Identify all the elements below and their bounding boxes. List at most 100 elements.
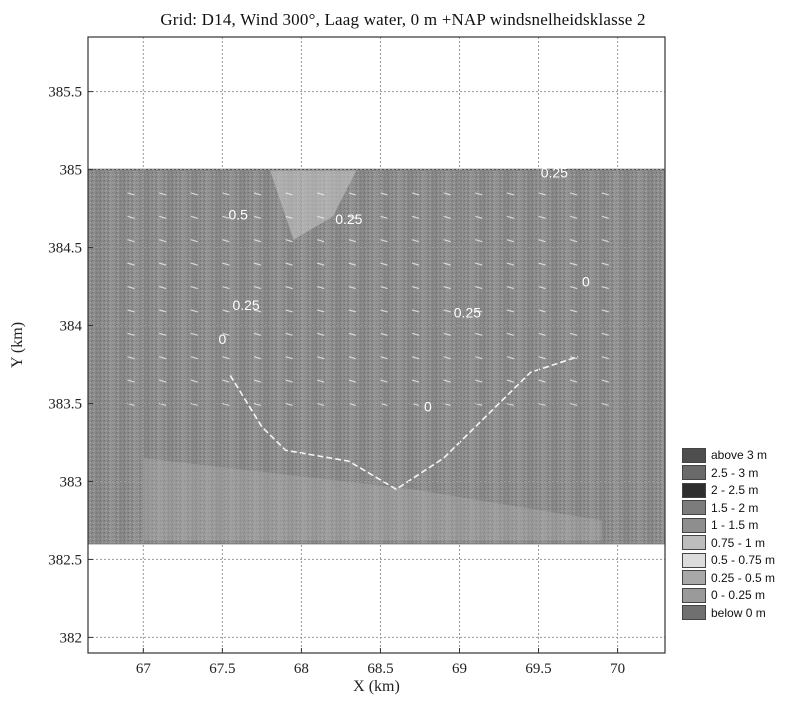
- wind-arrow: [348, 262, 357, 266]
- legend-item: 0 - 0.25 m: [682, 587, 804, 603]
- wind-arrow: [601, 332, 609, 336]
- wind-arrow: [411, 356, 420, 360]
- y-axis-label: Y (km): [9, 322, 26, 368]
- wind-arrow: [569, 239, 578, 243]
- legend-swatch: [682, 535, 706, 550]
- wind-arrow: [411, 332, 420, 336]
- wind-arrow: [506, 192, 515, 196]
- wind-arrow: [253, 356, 262, 360]
- wind-arrow: [475, 192, 483, 196]
- shallow-band: [143, 458, 602, 541]
- wind-arrow: [222, 356, 230, 360]
- wind-arrow: [190, 239, 198, 243]
- contour-label: 0.25: [541, 164, 568, 180]
- shallow-patch: [269, 169, 357, 240]
- wind-arrow: [443, 356, 451, 360]
- wind-arrow: [601, 262, 609, 266]
- wind-arrow: [506, 332, 515, 336]
- wind-arrow: [253, 239, 262, 243]
- legend-label: 2.5 - 3 m: [711, 465, 759, 480]
- legend-label: 0.75 - 1 m: [711, 535, 766, 550]
- wind-arrow: [443, 215, 451, 219]
- wind-arrow: [190, 402, 198, 407]
- wind-arrow: [190, 215, 198, 219]
- wind-arrow: [158, 215, 167, 219]
- wind-arrow: [538, 309, 546, 313]
- wind-arrow: [569, 285, 578, 290]
- wind-arrow: [475, 309, 483, 313]
- wind-arrow: [506, 379, 515, 383]
- wind-arrow: [317, 262, 325, 266]
- wind-arrow: [569, 379, 578, 383]
- wind-arrow: [222, 215, 230, 219]
- wind-arrow: [222, 332, 230, 336]
- legend-swatch: [682, 482, 706, 498]
- y-tick-label: 384.5: [48, 241, 82, 257]
- wind-arrow: [538, 215, 546, 219]
- contour-label: 0.5: [228, 206, 248, 222]
- wind-arrow: [127, 262, 135, 266]
- y-tick-label: 385: [60, 163, 83, 179]
- wind-arrow: [158, 285, 167, 290]
- x-tick-label: 67: [136, 661, 152, 677]
- wind-arrow: [348, 332, 357, 336]
- wind-arrow: [569, 402, 578, 407]
- wind-arrow: [538, 262, 546, 266]
- wind-arrow: [190, 192, 198, 196]
- wind-arrow: [601, 356, 609, 360]
- x-axis-label: X (km): [353, 678, 400, 695]
- wind-arrow: [411, 379, 420, 383]
- legend-label: 0 - 0.25 m: [711, 588, 766, 602]
- wind-arrow: [348, 309, 357, 313]
- wind-arrow: [601, 402, 609, 407]
- wind-arrow: [475, 356, 483, 360]
- contour-label: 0: [218, 331, 226, 347]
- wind-arrow: [506, 262, 515, 266]
- x-tick-label: 67.5: [209, 661, 235, 677]
- wind-arrow: [222, 379, 230, 383]
- wind-arrow: [411, 215, 420, 219]
- legend-swatch: [682, 447, 706, 463]
- wind-arrow: [411, 192, 420, 196]
- legend-swatch: [682, 605, 706, 620]
- wind-arrow: [380, 285, 388, 290]
- wind-arrow: [158, 309, 167, 313]
- wind-arrow: [285, 309, 293, 313]
- wind-arrow: [253, 215, 262, 219]
- x-tick-label: 69: [452, 661, 467, 677]
- wind-arrow: [380, 192, 388, 196]
- wind-arrow: [285, 262, 293, 266]
- wind-arrow: [601, 192, 609, 196]
- wind-arrow: [443, 192, 451, 196]
- legend-item: 1.5 - 2 m: [682, 500, 804, 516]
- wind-arrow: [285, 332, 293, 336]
- wind-arrow: [222, 402, 230, 407]
- legend-item: 0.25 - 0.5 m: [682, 570, 804, 586]
- legend: above 3 m 2.5 - 3 m 2 - 2.5 m 1.5 - 2 m 1 - …: [682, 447, 804, 622]
- wind-arrow: [380, 309, 388, 313]
- legend-label: 2 - 2.5 m: [711, 483, 759, 497]
- wind-arrow: [158, 239, 167, 243]
- wind-arrow: [411, 239, 420, 243]
- wind-arrow: [538, 402, 546, 407]
- wind-arrow: [443, 379, 451, 383]
- legend-swatch: [682, 570, 706, 585]
- legend-label: 0.5 - 0.75 m: [711, 553, 776, 567]
- wind-arrow: [443, 239, 451, 243]
- legend-item: 0.75 - 1 m: [682, 535, 804, 551]
- wind-arrow: [158, 379, 167, 383]
- wind-arrow: [569, 192, 578, 196]
- x-tick-label: 70: [610, 661, 625, 677]
- wind-arrow: [411, 262, 420, 266]
- y-tick-label: 382.5: [48, 552, 82, 568]
- wind-arrow: [538, 285, 546, 290]
- wind-arrow: [538, 356, 546, 360]
- wind-arrow: [317, 215, 325, 219]
- wind-arrow: [317, 285, 325, 290]
- wind-arrow: [285, 402, 293, 407]
- wind-arrow: [348, 356, 357, 360]
- wind-arrow: [127, 356, 135, 360]
- wind-arrow: [317, 356, 325, 360]
- y-tick-label: 384: [60, 319, 83, 335]
- wind-arrow: [475, 332, 483, 336]
